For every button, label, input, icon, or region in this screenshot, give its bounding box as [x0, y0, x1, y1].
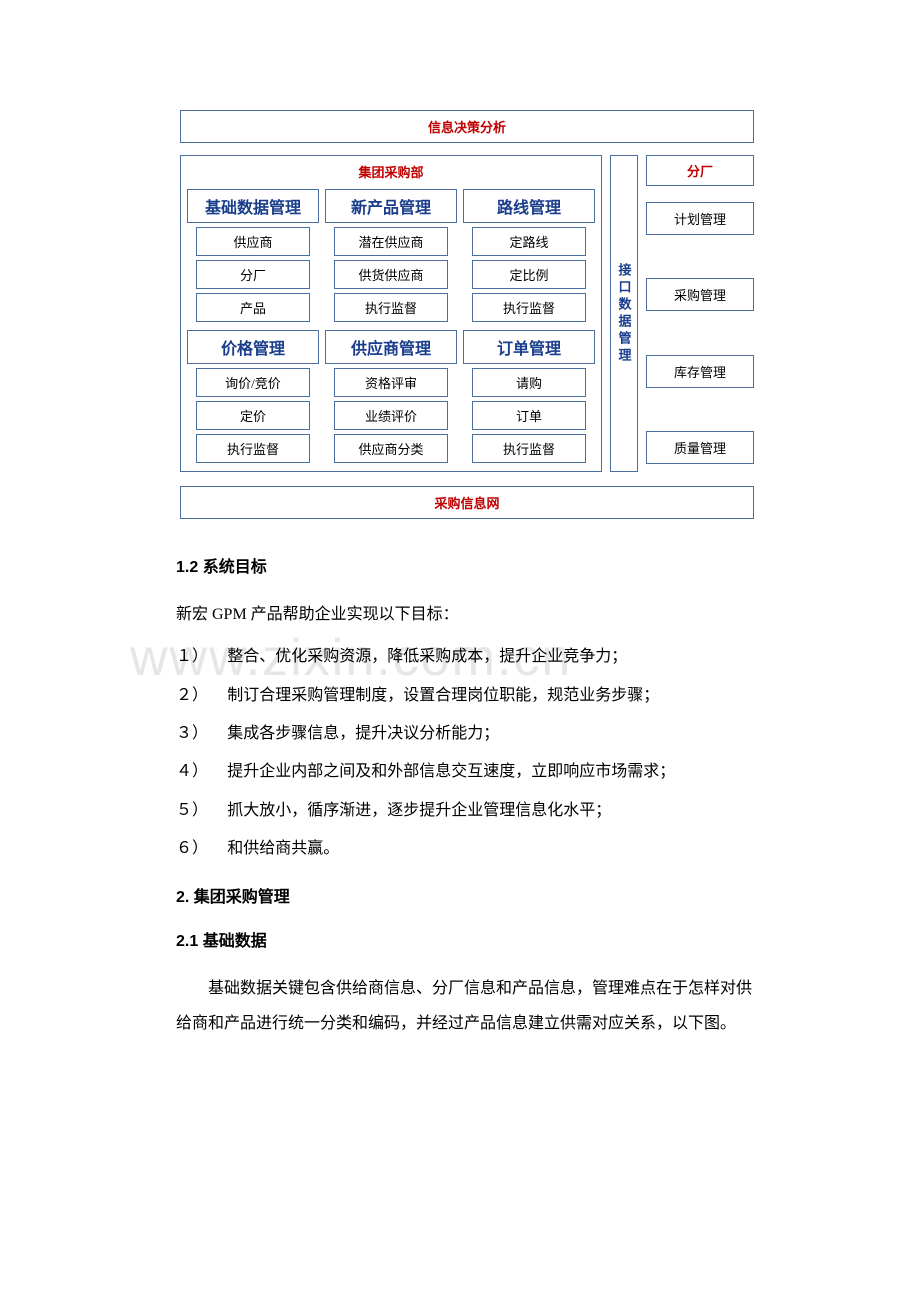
col-item: 定比例	[472, 260, 586, 289]
col-item: 供应商分类	[334, 434, 448, 463]
col-head: 基础数据管理	[187, 189, 319, 223]
diagram-mid-row: 集团采购部 基础数据管理 供应商 分厂 产品 新产品管理 潜在供应商 供货供应商…	[180, 155, 754, 472]
diagram-interface-box: 接口数据管理	[610, 155, 638, 472]
goal-text: 整合、优化采购资源，降低采购成本，提升企业竞争力；	[227, 648, 627, 665]
col-head: 供应商管理	[325, 330, 457, 364]
col-item: 执行监督	[334, 293, 448, 322]
goal-num: ３）	[176, 715, 227, 753]
col-item: 执行监督	[472, 293, 586, 322]
col-item: 执行监督	[472, 434, 586, 463]
right-item: 质量管理	[646, 431, 754, 464]
goal-text: 制订合理采购管理制度，设置合理岗位职能，规范业务步骤；	[227, 687, 659, 704]
goal-item: ５）抓大放小，循序渐进，逐步提升企业管理信息化水平；	[176, 792, 758, 830]
document-body: 1.2 系统目标 新宏 GPM 产品帮助企业实现以下目标： １）整合、优化采购资…	[176, 553, 758, 1041]
col-item: 定价	[196, 401, 310, 430]
diagram-left-title: 集团采购部	[187, 162, 595, 185]
architecture-diagram: 信息决策分析 集团采购部 基础数据管理 供应商 分厂 产品 新产品管理 潜在供应…	[180, 110, 754, 519]
diagram-bottom-box: 采购信息网	[180, 486, 754, 519]
col-item: 执行监督	[196, 434, 310, 463]
diagram-top-box: 信息决策分析	[180, 110, 754, 143]
goal-item: １）整合、优化采购资源，降低采购成本，提升企业竞争力；	[176, 638, 758, 676]
diagram-bottom-title: 采购信息网	[434, 496, 499, 511]
goal-num: １）	[176, 638, 227, 676]
goal-num: ５）	[176, 792, 227, 830]
goal-text: 提升企业内部之间及和外部信息交互速度，立即响应市场需求；	[227, 763, 675, 780]
right-item: 采购管理	[646, 278, 754, 311]
col-item: 定路线	[472, 227, 586, 256]
goal-item: ３）集成各步骤信息，提升决议分析能力；	[176, 715, 758, 753]
section-2-1-body: 基础数据关键包含供给商信息、分厂信息和产品信息，管理难点在于怎样对供给商和产品进…	[176, 971, 758, 1041]
goal-item: ２）制订合理采购管理制度，设置合理岗位职能，规范业务步骤；	[176, 677, 758, 715]
col-item: 供应商	[196, 227, 310, 256]
right-item: 计划管理	[646, 202, 754, 235]
col-item: 询价/竞价	[196, 368, 310, 397]
col-head: 订单管理	[463, 330, 595, 364]
goal-item: ４）提升企业内部之间及和外部信息交互速度，立即响应市场需求；	[176, 753, 758, 791]
goal-item: ６）和供给商共赢。	[176, 830, 758, 868]
goal-num: ６）	[176, 830, 227, 868]
col-head: 价格管理	[187, 330, 319, 364]
diagram-right-panel: 分厂 计划管理 采购管理 库存管理 质量管理	[646, 155, 754, 472]
goal-text: 和供给商共赢。	[227, 840, 339, 857]
col-item: 潜在供应商	[334, 227, 448, 256]
intro-line: 新宏 GPM 产品帮助企业实现以下目标：	[176, 597, 758, 632]
diagram-right-title: 分厂	[646, 155, 754, 186]
col-item: 供货供应商	[334, 260, 448, 289]
col-item: 分厂	[196, 260, 310, 289]
section-1-2-title: 1.2 系统目标	[176, 553, 758, 577]
right-item: 库存管理	[646, 355, 754, 388]
diagram-group1: 基础数据管理 供应商 分厂 产品 新产品管理 潜在供应商 供货供应商 执行监督 …	[187, 189, 595, 322]
col-item: 请购	[472, 368, 586, 397]
col-item: 订单	[472, 401, 586, 430]
goal-text: 抓大放小，循序渐进，逐步提升企业管理信息化水平；	[227, 802, 611, 819]
interface-label: 接口数据管理	[615, 263, 634, 365]
diagram-top-title: 信息决策分析	[428, 120, 506, 135]
col-item: 产品	[196, 293, 310, 322]
section-2-title: 2. 集团采购管理	[176, 883, 758, 907]
col-item: 业绩评价	[334, 401, 448, 430]
goal-text: 集成各步骤信息，提升决议分析能力；	[227, 725, 499, 742]
col-item: 资格评审	[334, 368, 448, 397]
diagram-left-panel: 集团采购部 基础数据管理 供应商 分厂 产品 新产品管理 潜在供应商 供货供应商…	[180, 155, 602, 472]
section-2-1-title: 2.1 基础数据	[176, 927, 758, 951]
col-head: 新产品管理	[325, 189, 457, 223]
goal-num: ４）	[176, 753, 227, 791]
col-head: 路线管理	[463, 189, 595, 223]
goal-num: ２）	[176, 677, 227, 715]
diagram-group2: 价格管理 询价/竞价 定价 执行监督 供应商管理 资格评审 业绩评价 供应商分类…	[187, 330, 595, 463]
